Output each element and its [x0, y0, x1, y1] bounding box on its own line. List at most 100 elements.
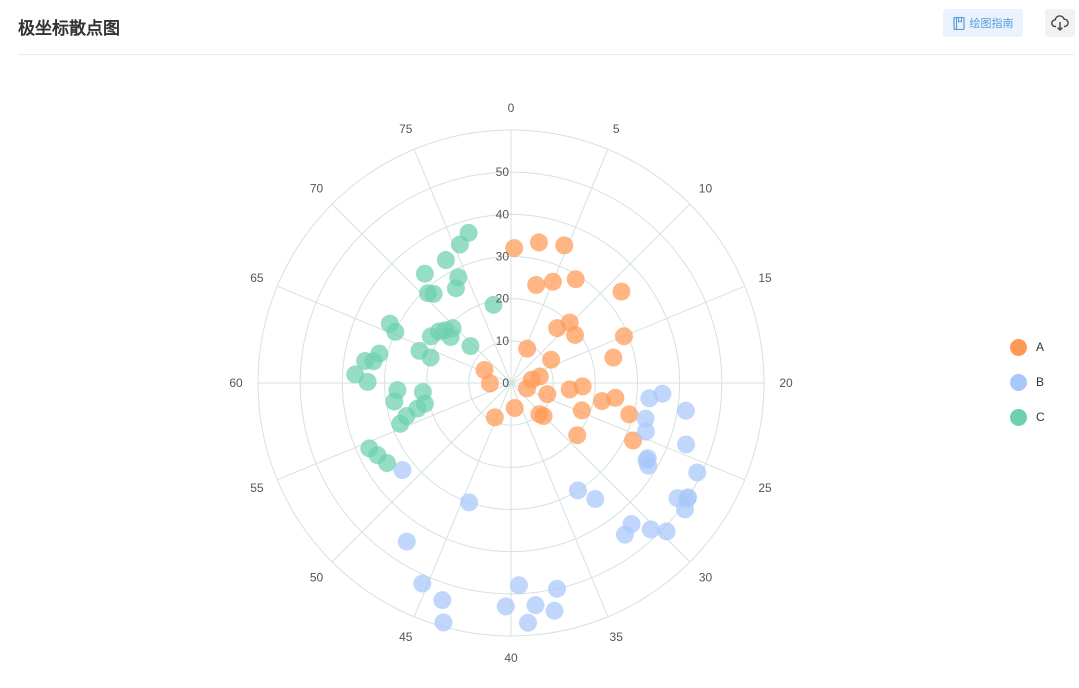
scatter-point-a	[566, 270, 585, 289]
legend-item-c[interactable]: C	[1010, 408, 1045, 426]
scatter-point-b	[639, 456, 658, 475]
radius-tick-label: 20	[496, 292, 510, 306]
scatter-point-a	[555, 236, 574, 255]
scatter-point-c	[370, 344, 389, 363]
scatter-point-b	[677, 435, 696, 454]
scatter-point-a	[592, 392, 611, 411]
legend-label: A	[1036, 340, 1045, 354]
scatter-point-c	[484, 295, 503, 314]
scatter-point-a	[604, 348, 623, 367]
angle-tick-label: 35	[610, 630, 624, 644]
angle-tick-label: 30	[699, 570, 713, 584]
scatter-point-a	[542, 350, 561, 369]
angle-tick-label: 15	[758, 271, 772, 285]
scatter-points	[346, 223, 707, 632]
scatter-point-a	[529, 233, 548, 252]
scatter-point-b	[397, 532, 416, 551]
angle-grid-spoke	[510, 203, 691, 384]
scatter-point-a	[538, 385, 557, 404]
legend: A B C	[1010, 338, 1045, 443]
scatter-point-b	[526, 596, 545, 615]
axis-labels: 0 5 10 15 20 25 30 35 40 45 50 55 60 65 70 75 0 10 20 30 40 5…	[229, 101, 793, 665]
scatter-point-c	[410, 341, 429, 360]
angle-tick-label: 55	[250, 481, 264, 495]
scatter-point-b	[657, 522, 676, 541]
scatter-point-c	[461, 337, 480, 356]
scatter-point-a	[518, 339, 537, 358]
scatter-point-b	[636, 409, 655, 428]
angle-tick-label: 70	[310, 182, 324, 196]
angle-grid-spoke	[331, 382, 512, 563]
scatter-point-c	[415, 264, 434, 283]
angle-tick-label: 5	[613, 122, 620, 136]
angle-tick-label: 20	[779, 376, 793, 390]
scatter-point-b	[434, 613, 453, 632]
book-icon	[952, 16, 965, 30]
scatter-point-a	[517, 379, 536, 398]
scatter-point-b	[518, 613, 537, 632]
angle-tick-label: 65	[250, 271, 264, 285]
scatter-point-a	[475, 361, 494, 380]
radius-tick-label: 10	[496, 334, 510, 348]
polar-grid	[257, 129, 765, 637]
scatter-point-c	[388, 381, 407, 400]
scatter-point-c	[443, 319, 462, 338]
page-title: 极坐标散点图	[18, 19, 120, 38]
angle-tick-label: 40	[504, 651, 518, 665]
plot-guide-button[interactable]: 绘图指南	[943, 9, 1023, 37]
cloud-download-icon	[1051, 15, 1069, 31]
scatter-point-c	[346, 365, 365, 384]
legend-item-b[interactable]: B	[1010, 373, 1045, 391]
scatter-point-c	[459, 223, 478, 242]
scatter-point-b	[496, 597, 515, 616]
scatter-point-b	[615, 525, 634, 544]
scatter-point-b	[641, 520, 660, 539]
scatter-point-b	[688, 463, 707, 482]
radius-tick-label: 40	[496, 207, 510, 221]
scatter-point-b	[568, 481, 587, 500]
scatter-point-b	[460, 493, 479, 512]
angle-grid-spoke	[277, 382, 512, 481]
scatter-point-a	[566, 325, 585, 344]
angle-grid-spoke	[510, 382, 609, 617]
header: 极坐标散点图 绘图指南	[18, 0, 1075, 55]
scatter-point-a	[614, 327, 633, 346]
angle-tick-label: 60	[229, 376, 243, 390]
legend-label: B	[1036, 375, 1045, 389]
scatter-point-b	[545, 601, 564, 620]
legend-label: C	[1036, 410, 1045, 424]
scatter-point-b	[547, 579, 566, 598]
scatter-point-c	[436, 251, 455, 270]
scatter-point-b	[509, 576, 528, 595]
angle-grid-spoke	[413, 149, 512, 384]
angle-tick-label: 75	[399, 122, 413, 136]
scatter-point-a	[543, 272, 562, 291]
scatter-point-b	[676, 401, 695, 420]
scatter-point-b	[413, 574, 432, 593]
scatter-point-b	[640, 389, 659, 408]
scatter-point-b	[636, 422, 655, 441]
scatter-point-a	[624, 431, 643, 450]
plot-guide-label: 绘图指南	[969, 18, 1014, 30]
scatter-point-a	[480, 374, 499, 393]
scatter-point-a	[505, 239, 524, 258]
scatter-point-c	[380, 314, 399, 333]
scatter-point-a	[572, 401, 591, 420]
scatter-point-a	[620, 405, 639, 424]
scatter-point-b	[675, 500, 694, 519]
radius-tick-label: 30	[496, 250, 510, 264]
legend-swatch	[1010, 373, 1027, 391]
scatter-point-a	[530, 405, 549, 424]
scatter-point-a	[527, 275, 546, 294]
legend-item-a[interactable]: A	[1010, 338, 1045, 356]
radius-tick-label: 0	[502, 376, 509, 390]
legend-swatch	[1010, 408, 1027, 426]
legend-swatch	[1010, 338, 1027, 356]
scatter-point-a	[560, 380, 579, 399]
polar-scatter-chart: 0 5 10 15 20 25 30 35 40 45 50 55 60 65 70 75 0 10 20 30 40 5…	[229, 101, 793, 665]
download-button[interactable]	[1045, 9, 1075, 37]
angle-tick-label: 10	[699, 182, 713, 196]
angle-tick-label: 45	[399, 630, 413, 644]
angle-tick-label: 50	[310, 570, 324, 584]
scatter-point-a	[568, 426, 587, 445]
